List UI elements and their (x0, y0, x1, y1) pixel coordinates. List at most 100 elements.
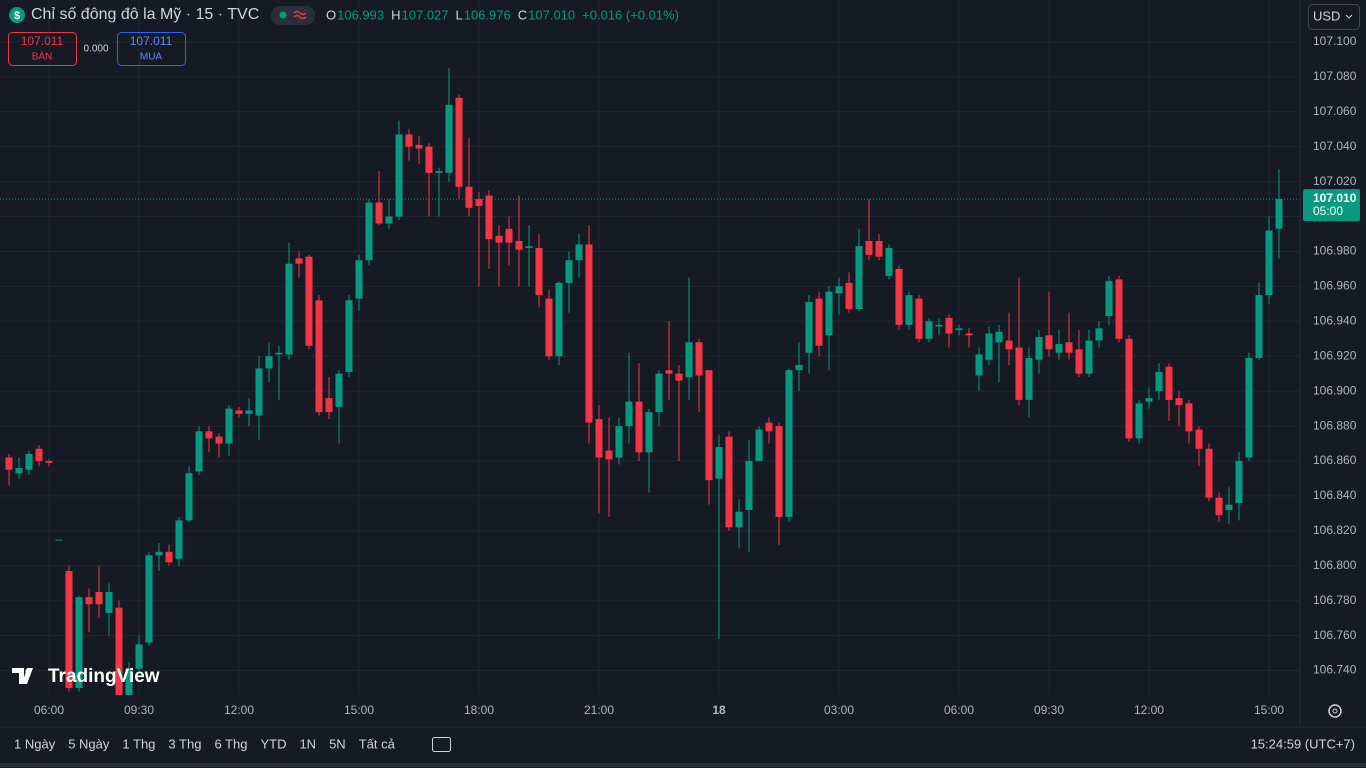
candle-body (615, 426, 623, 458)
countdown: 05:00 (1313, 204, 1343, 218)
candle-body (535, 247, 543, 296)
y-tick-label: 106.780 (1313, 593, 1357, 607)
candle-body (1255, 295, 1263, 358)
candle-body (495, 235, 503, 243)
candle-body (215, 436, 223, 444)
range-button[interactable]: 6 Thg (214, 736, 247, 751)
range-button[interactable]: YTD (260, 736, 286, 751)
candle-body (345, 300, 353, 372)
y-tick-label: 107.040 (1313, 139, 1357, 153)
candle-body (1045, 335, 1053, 350)
candle-body (745, 461, 753, 510)
candle-body (1075, 349, 1083, 374)
candle-body (555, 282, 563, 357)
date-range-icon[interactable] (432, 737, 451, 752)
candle-body (465, 186, 473, 208)
candle-body (405, 134, 413, 147)
range-button[interactable]: Tất cả (359, 736, 396, 751)
candle-body (975, 354, 983, 376)
y-tick-label: 106.920 (1313, 348, 1357, 362)
candle-body (1245, 357, 1253, 458)
candle-body (165, 551, 173, 563)
candle-body (1225, 504, 1233, 510)
candle-body (1265, 230, 1273, 296)
y-tick-label: 106.820 (1313, 523, 1357, 537)
y-tick-label: 107.100 (1313, 34, 1357, 48)
candle-body (1005, 340, 1013, 350)
candle-body (735, 511, 743, 528)
grid (0, 0, 1300, 695)
candle-body (935, 324, 943, 327)
candle-body (1175, 398, 1183, 406)
candle-body (625, 401, 633, 427)
candle-body (95, 591, 103, 605)
candle-body (945, 317, 953, 334)
candle-body (265, 356, 273, 369)
candle-body (1185, 403, 1193, 432)
range-button[interactable]: 3 Thg (168, 736, 201, 751)
settings-icon-center (1332, 708, 1338, 714)
currency-button[interactable] (1308, 4, 1360, 30)
ohlc-value: 107.010 (528, 7, 575, 22)
candle-body (675, 373, 683, 381)
y-tick-label: 106.740 (1313, 663, 1357, 677)
candle-body (365, 202, 373, 261)
candle-body (995, 331, 1003, 343)
range-button[interactable]: 1 Thg (122, 736, 155, 751)
candle-body (205, 431, 213, 439)
settings-icon[interactable] (1328, 704, 1342, 718)
candle-body (235, 410, 243, 414)
y-tick-label: 106.940 (1313, 313, 1357, 327)
candle-body (305, 256, 313, 346)
spread: 0.000 (83, 44, 108, 55)
candle-body (925, 321, 933, 339)
status-pill[interactable] (271, 6, 315, 25)
candle-body (825, 291, 833, 336)
candle-body (1195, 429, 1203, 449)
candle-body (255, 368, 263, 416)
range-button[interactable]: 5 Ngày (68, 736, 110, 751)
candle-body (905, 295, 913, 325)
clock: 15:24:59 (UTC+7) (1251, 736, 1355, 751)
candle-body (865, 240, 873, 255)
y-tick-label: 106.840 (1313, 488, 1357, 502)
candle-body (105, 591, 113, 613)
x-tick-label: 09:30 (124, 703, 154, 717)
candle-body (5, 457, 13, 470)
candle-body (475, 199, 483, 207)
candle-body (1135, 403, 1143, 439)
candle-body (75, 597, 83, 689)
candle-body (375, 202, 383, 224)
x-tick-label: 06:00 (34, 703, 64, 717)
sell-label: BÁN (32, 50, 53, 63)
bottom-toolbar: 1 Ngày 5 Ngày 1 Thg 3 Thg 6 Thg YTD 1N 5N Tất cả (14, 736, 396, 751)
y-tick-label: 106.980 (1313, 244, 1357, 258)
candle-body (855, 246, 863, 310)
x-tick-label: 03:00 (824, 703, 854, 717)
last-price-box (1303, 189, 1360, 222)
candle-body (415, 144, 423, 149)
sell-button[interactable] (8, 32, 77, 66)
candle-body (455, 97, 463, 187)
buy-label: MUA (140, 52, 163, 63)
candle-body (845, 282, 853, 310)
candle-body (585, 244, 593, 423)
status-icon (293, 10, 307, 20)
range-button[interactable]: 1 Ngày (14, 736, 56, 751)
symbol-title: Chỉ số đông đô la Mỹ · 15 · TVC (31, 6, 259, 23)
buy-button[interactable] (117, 32, 186, 66)
candle-body (895, 268, 903, 325)
candle-body (805, 302, 813, 353)
ohlc-value: 106.993 (337, 7, 384, 22)
candle-body (125, 668, 133, 695)
candle-body (445, 104, 453, 173)
x-tick-label: 12:00 (224, 703, 254, 717)
candle-body (795, 364, 803, 371)
range-button[interactable]: 1N (299, 736, 316, 751)
candle-body (1215, 497, 1223, 516)
range-button[interactable]: 5N (329, 736, 346, 751)
candle-body (1105, 281, 1113, 317)
symbol-icon (9, 7, 25, 23)
